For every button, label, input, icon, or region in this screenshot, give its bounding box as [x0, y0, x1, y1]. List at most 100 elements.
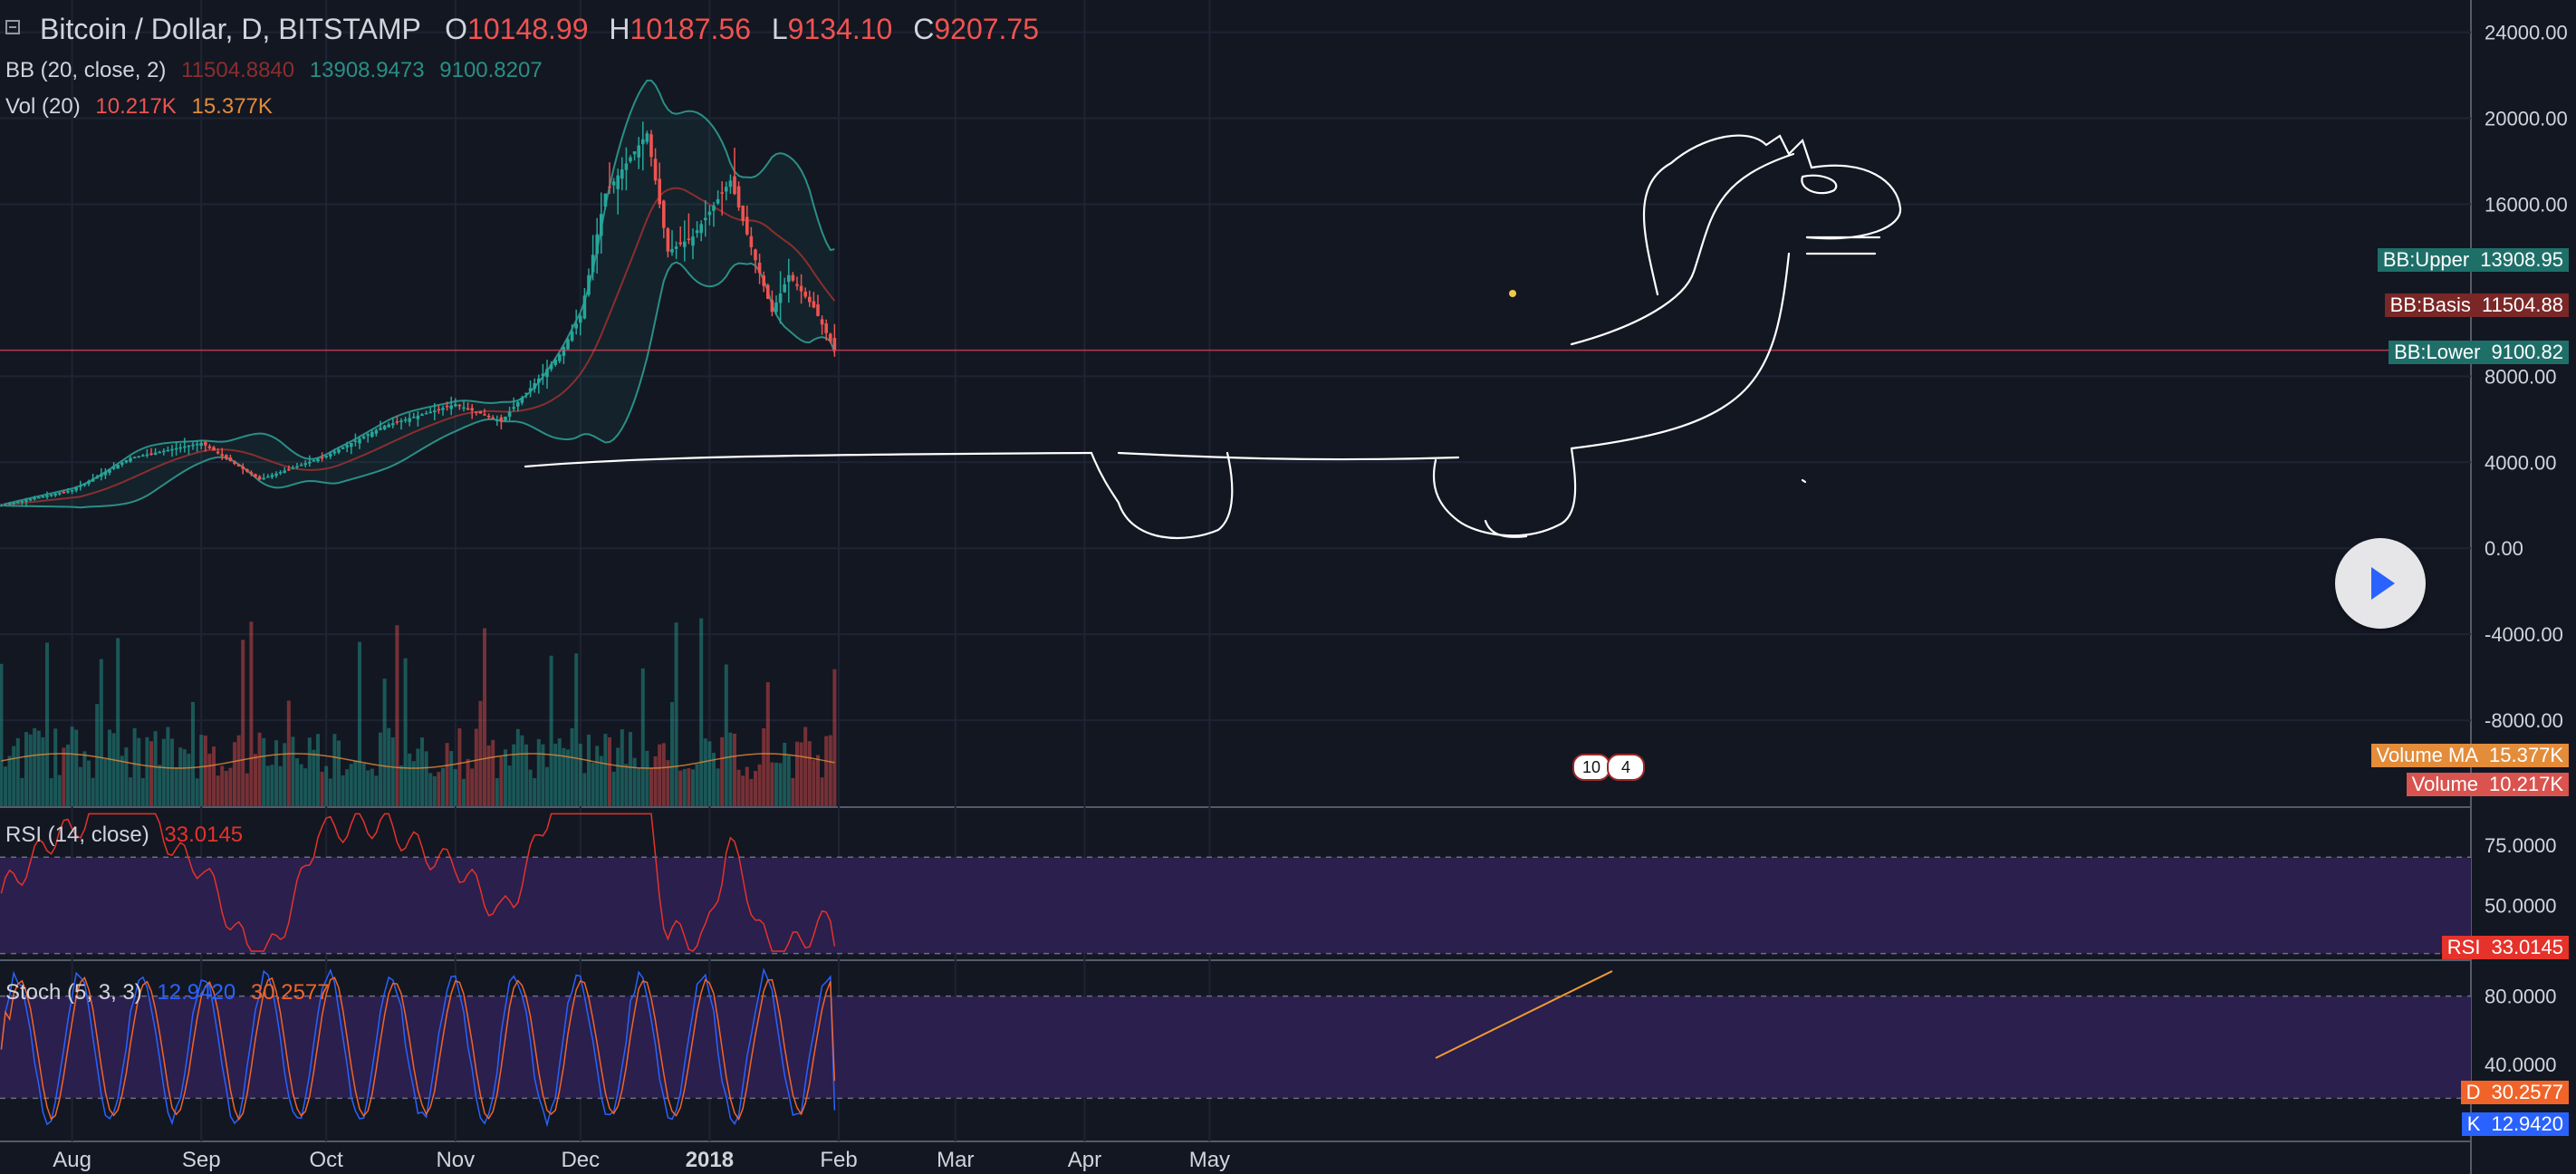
volume-bar	[608, 736, 611, 806]
event-bubble-4[interactable]: 4	[1607, 754, 1645, 781]
candle-body	[520, 397, 524, 403]
candle-body	[762, 275, 765, 286]
candle-body	[374, 429, 379, 434]
volume-bar	[132, 727, 137, 806]
candle-body	[637, 145, 640, 158]
candle-body	[420, 414, 424, 417]
candle-body	[353, 440, 358, 443]
volume-bar	[574, 653, 579, 806]
candle-body	[437, 409, 441, 411]
candle-body	[358, 438, 361, 444]
candle-body	[720, 192, 724, 194]
volume-bar	[328, 778, 332, 806]
candle-body	[795, 284, 799, 286]
candle-body	[225, 455, 228, 459]
volume-bar	[562, 747, 566, 806]
volume-bar	[307, 737, 312, 806]
volume-bar	[249, 621, 254, 806]
candle-body	[725, 187, 728, 192]
stoch-legend[interactable]: Stoch (5, 3, 3) 12.9420 30.2577	[5, 980, 330, 1006]
candle-body	[541, 373, 545, 376]
candle-body	[824, 323, 828, 333]
volume-bar	[416, 748, 420, 806]
freehand-drawing-stroke	[1801, 478, 1807, 484]
vol-value: 10.217K	[95, 94, 177, 119]
candle-body	[141, 455, 145, 457]
stoch-axis-label: 80.0000	[2485, 986, 2557, 1008]
candle-body	[812, 301, 816, 308]
time-axis-label: Dec	[561, 1148, 600, 1172]
bb-lower-tag: BB:Lower 9100.82	[2389, 341, 2569, 364]
freehand-drawing-stroke	[1117, 451, 1460, 461]
volume-bar	[149, 741, 153, 806]
volume-bar	[520, 735, 524, 806]
candle-body	[178, 447, 182, 449]
vol-legend-label: Vol (20)	[5, 94, 81, 119]
candle-body	[504, 416, 507, 420]
volume-bar	[812, 760, 816, 806]
volume-bar	[832, 669, 837, 806]
vol-legend[interactable]: Vol (20) 10.217K 15.377K	[5, 94, 273, 120]
volume-bar	[120, 755, 124, 806]
volume-bar	[399, 765, 403, 806]
candle-body	[645, 133, 649, 142]
low-label: L	[771, 13, 788, 45]
volume-bar	[7, 755, 12, 806]
price-axis-label: 20000.00	[2485, 108, 2568, 130]
stoch-d-line	[0, 977, 836, 1121]
candle-body	[266, 476, 270, 478]
volume-bar	[24, 732, 28, 806]
candle-body	[611, 181, 616, 186]
candle-body	[549, 364, 553, 370]
candle-body	[445, 405, 449, 408]
volume-bar	[341, 775, 345, 806]
candle-body	[361, 436, 366, 438]
candle-body	[466, 408, 470, 410]
volume-bar	[462, 778, 466, 806]
candle-body	[603, 193, 608, 207]
symbol-title: Bitcoin / Dollar, D, BITSTAMP	[40, 13, 421, 45]
freehand-drawing-stroke	[1642, 134, 1902, 296]
candle-body	[183, 446, 187, 448]
play-button[interactable]	[2335, 538, 2426, 629]
candle-body	[116, 465, 120, 469]
candle-body	[329, 453, 332, 457]
volume-bar	[53, 728, 58, 806]
vol-ma-tag: Volume MA 15.377K	[2370, 744, 2569, 767]
candle-body	[33, 497, 36, 500]
volume-bar	[20, 777, 24, 806]
legend-collapse-icon[interactable]	[5, 20, 20, 34]
volume-bar	[411, 761, 416, 806]
volume-bar	[495, 778, 499, 806]
candle-body	[320, 457, 324, 459]
candle-body	[632, 151, 637, 155]
candle-body	[658, 178, 661, 205]
candle-body	[245, 468, 249, 472]
volume-bar	[691, 769, 695, 806]
volume-bar	[337, 740, 341, 806]
bb-upper-tag: BB:Upper 13908.95	[2377, 248, 2569, 272]
price-axis-label: 4000.00	[2485, 451, 2557, 474]
time-axis-label: Oct	[310, 1148, 344, 1172]
event-bubble-10[interactable]: 10	[1572, 754, 1610, 781]
rsi-legend-value: 33.0145	[164, 823, 244, 847]
volume-tag-name: Volume	[2411, 773, 2479, 795]
volume-bar	[536, 738, 541, 806]
freehand-drawing-stroke	[1484, 519, 1528, 538]
candle-body	[566, 339, 570, 350]
rsi-legend[interactable]: RSI (14, close) 33.0145	[5, 823, 243, 848]
volume-bar	[424, 751, 428, 806]
candle-body	[299, 464, 303, 467]
bb-legend[interactable]: BB (20, close, 2) 11504.8840 13908.9473 …	[5, 58, 543, 83]
volume-bar	[783, 742, 787, 806]
candle-body	[283, 470, 286, 473]
candle-body	[457, 404, 462, 407]
volume-bar	[390, 737, 395, 806]
candle-body	[337, 449, 341, 453]
volume-bar	[491, 739, 495, 806]
bb-basis-tag-name: BB:Basis	[2389, 294, 2471, 316]
volume-bar	[553, 743, 558, 806]
candle-body	[103, 471, 108, 476]
